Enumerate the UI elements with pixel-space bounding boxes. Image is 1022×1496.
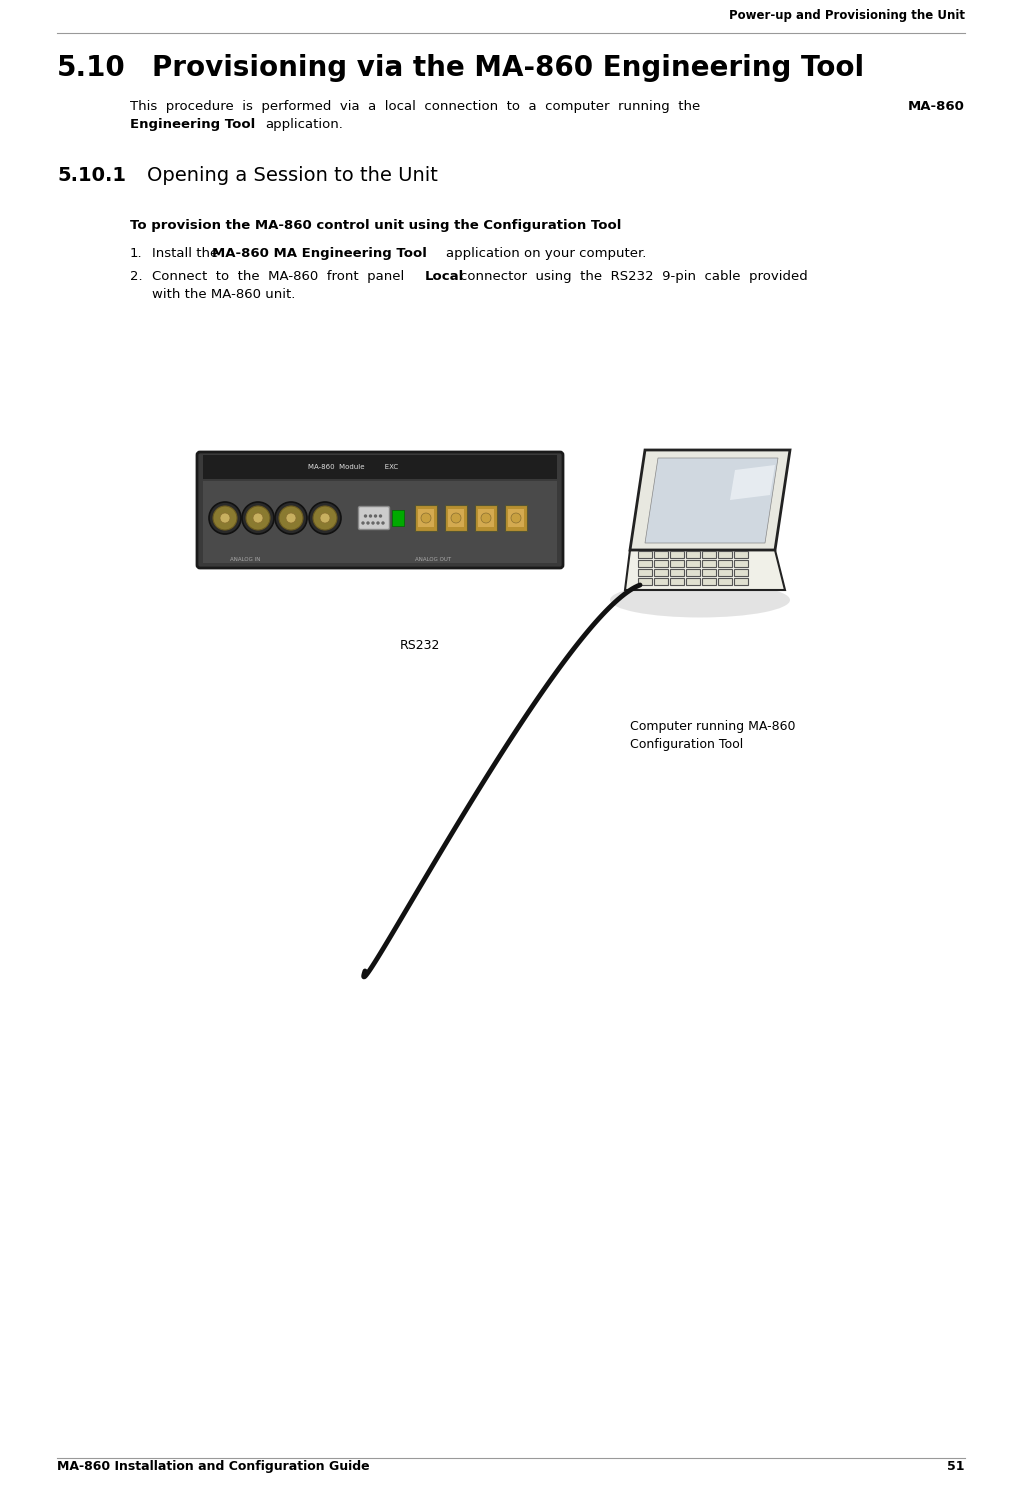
Circle shape [451,513,461,524]
Polygon shape [730,465,775,500]
Text: RS232: RS232 [400,639,440,651]
Bar [638,577,652,585]
Circle shape [379,515,381,518]
Bar [475,506,497,531]
Circle shape [313,506,337,530]
Text: Provisioning via the MA-860 Engineering Tool: Provisioning via the MA-860 Engineering … [152,54,865,82]
Bar [478,509,494,527]
Bar [670,551,684,558]
Circle shape [275,503,307,534]
Circle shape [377,522,379,524]
Circle shape [213,506,237,530]
Bar [702,560,716,567]
Circle shape [253,513,263,524]
Bar [418,509,434,527]
Circle shape [362,522,364,524]
Circle shape [372,522,374,524]
Circle shape [370,515,372,518]
Polygon shape [630,450,790,551]
Text: Local: Local [425,269,464,283]
Bar [686,577,700,585]
Polygon shape [645,458,778,543]
Text: Opening a Session to the Unit: Opening a Session to the Unit [147,166,437,186]
Bar [654,577,668,585]
Polygon shape [625,551,785,589]
Bar [702,551,716,558]
Bar [718,577,732,585]
Text: 51: 51 [947,1460,965,1474]
Text: MA-860 MA Engineering Tool: MA-860 MA Engineering Tool [212,247,427,260]
Circle shape [365,515,367,518]
Circle shape [367,522,369,524]
Circle shape [511,513,521,524]
Circle shape [481,513,491,524]
Text: Install the: Install the [152,247,223,260]
FancyBboxPatch shape [359,507,389,530]
Text: Engineering Tool: Engineering Tool [130,118,256,132]
Text: MA-860 Installation and Configuration Guide: MA-860 Installation and Configuration Gu… [57,1460,370,1474]
Text: 5.10: 5.10 [57,54,126,82]
Circle shape [421,513,431,524]
Text: 2.: 2. [130,269,143,283]
Bar [638,560,652,567]
Bar [654,568,668,576]
Bar [392,510,404,527]
Circle shape [374,515,376,518]
Text: Connect  to  the  MA-860  front  panel: Connect to the MA-860 front panel [152,269,405,283]
Text: application.: application. [265,118,342,132]
Bar [638,551,652,558]
Text: with the MA-860 unit.: with the MA-860 unit. [152,289,295,301]
Bar [448,509,464,527]
Bar [702,568,716,576]
Bar [718,560,732,567]
Bar [505,506,527,531]
Ellipse shape [610,582,790,618]
Circle shape [246,506,270,530]
Circle shape [210,503,241,534]
Bar [670,577,684,585]
Bar [686,560,700,567]
Text: connector  using  the  RS232  9-pin  cable  provided: connector using the RS232 9-pin cable pr… [460,269,807,283]
Bar [670,568,684,576]
Bar [686,568,700,576]
Circle shape [279,506,303,530]
Bar [445,506,467,531]
Bar [670,560,684,567]
Bar [654,560,668,567]
Bar [734,560,748,567]
Circle shape [382,522,384,524]
Text: MA-860: MA-860 [909,100,965,114]
Bar [638,568,652,576]
Circle shape [309,503,341,534]
FancyBboxPatch shape [197,452,563,568]
Text: This  procedure  is  performed  via  a  local  connection  to  a  computer  runn: This procedure is performed via a local … [130,100,700,114]
Circle shape [220,513,230,524]
Circle shape [242,503,274,534]
Circle shape [320,513,330,524]
Text: ANALOG OUT: ANALOG OUT [415,557,451,562]
Bar [654,551,668,558]
Bar [508,509,524,527]
Text: MA-860  Module         EXC: MA-860 Module EXC [308,464,399,470]
Text: Computer running MA-860
Configuration Tool: Computer running MA-860 Configuration To… [630,720,795,751]
Bar [702,577,716,585]
Bar [734,551,748,558]
Bar [686,551,700,558]
Text: To provision the MA-860 control unit using the Configuration Tool: To provision the MA-860 control unit usi… [130,218,621,232]
Circle shape [286,513,296,524]
Text: 1.: 1. [130,247,143,260]
Bar [718,551,732,558]
Text: 5.10.1: 5.10.1 [57,166,126,186]
Text: Power-up and Provisioning the Unit: Power-up and Provisioning the Unit [729,9,965,22]
Bar [734,568,748,576]
Bar [415,506,437,531]
Bar [203,455,557,479]
Bar [718,568,732,576]
Text: ANALOG IN: ANALOG IN [230,557,261,562]
Bar [734,577,748,585]
Text: application on your computer.: application on your computer. [446,247,646,260]
Bar [203,482,557,562]
